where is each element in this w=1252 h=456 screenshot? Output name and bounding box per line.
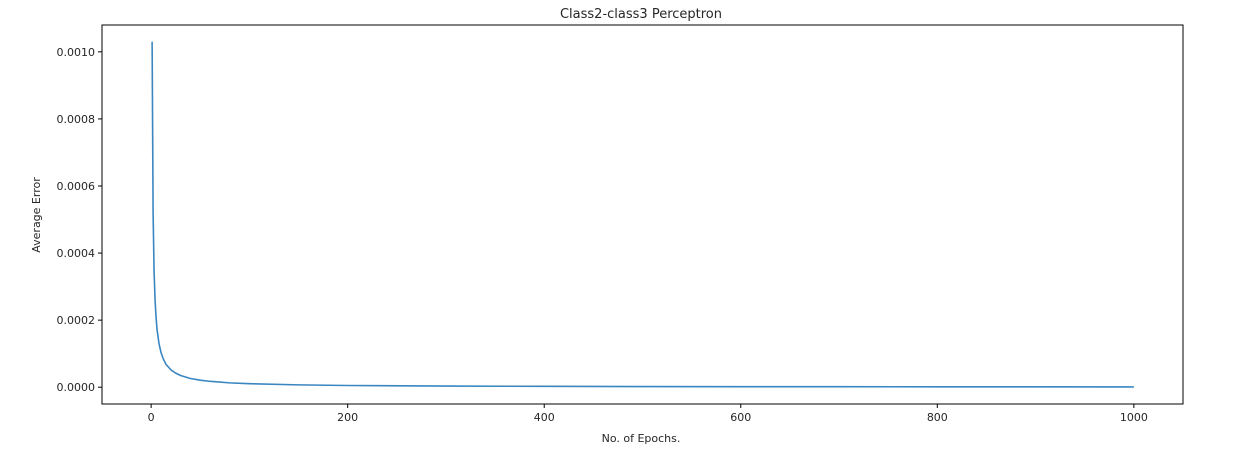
x-tick-label: 1000: [1120, 411, 1148, 424]
chart-title: Class2-class3 Perceptron: [560, 7, 722, 22]
x-tick-label: 600: [730, 411, 751, 424]
y-tick-label: 0.0008: [57, 113, 96, 126]
y-tick-label: 0.0002: [57, 314, 96, 327]
y-axis-title: Average Error: [30, 177, 43, 253]
series-line: [151, 41, 1134, 388]
y-ticks: 0.0000 0.0002 0.0004 0.0006 0.0008 0.0010: [57, 46, 102, 394]
x-tick-label: 800: [927, 411, 948, 424]
y-tick-label: 0.0004: [57, 247, 96, 260]
x-axis-title: No. of Epochs.: [602, 432, 681, 445]
y-tick-label: 0.0000: [57, 381, 96, 394]
y-tick-label: 0.0010: [57, 46, 96, 59]
plot-frame: [101, 24, 1184, 405]
x-tick-label: 200: [337, 411, 358, 424]
x-tick-label: 0: [148, 411, 155, 424]
x-tick-label: 400: [534, 411, 555, 424]
y-tick-label: 0.0006: [57, 180, 96, 193]
x-ticks: 0 200 400 600 800 1000: [148, 404, 1148, 424]
